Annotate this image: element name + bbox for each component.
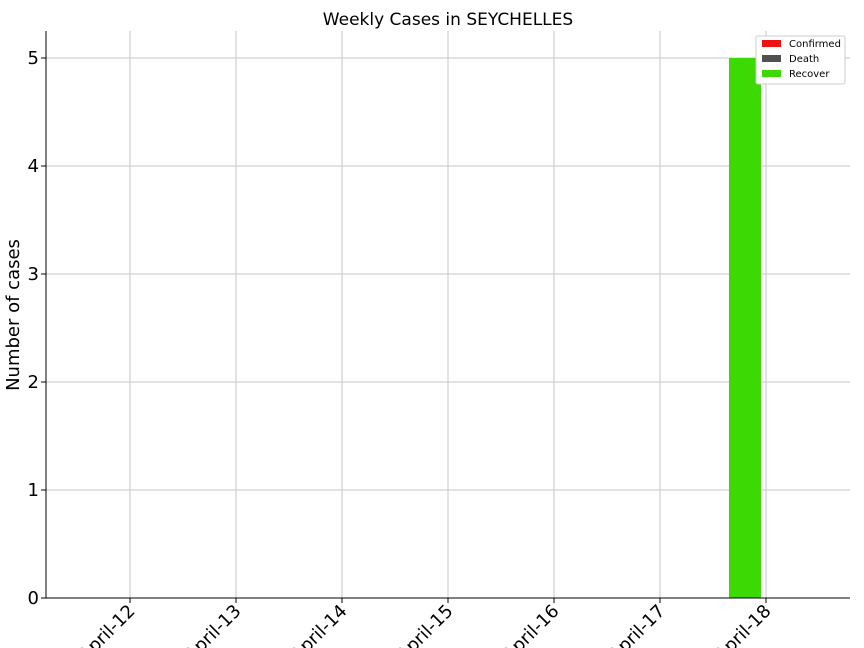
x-ticks: April-12 April-13 April-14 April-15 April-16… [75,598,776,648]
grid-lines [46,31,850,598]
y-tick-label: 1 [28,480,39,501]
x-tick-label: April-13 [181,601,246,648]
y-tick-label: 2 [28,372,39,393]
bar-recover-april-17 [729,58,761,598]
legend-label-death: Death [789,54,819,65]
x-tick-label: April-12 [75,601,140,648]
y-tick-label: 3 [28,264,39,285]
y-axis-label: Number of cases [3,239,24,391]
x-tick-label: April-17 [605,601,670,648]
legend: Confirmed Death Recover [755,35,846,85]
x-tick-label: April-15 [393,601,458,648]
legend-swatch-death [762,55,781,62]
x-tick-label: April-18 [711,601,776,648]
legend-swatch-confirmed [762,40,781,47]
bars [729,58,761,598]
x-tick-label: April-16 [499,601,564,648]
x-tick-label: April-14 [287,601,352,648]
legend-swatch-recover [762,70,781,77]
y-tick-label: 0 [28,588,39,609]
legend-label-confirmed: Confirmed [789,39,841,50]
y-tick-label: 5 [28,48,39,69]
legend-label-recover: Recover [789,69,830,80]
chart-title: Weekly Cases in SEYCHELLES [323,10,573,30]
y-tick-label: 4 [28,156,39,177]
y-ticks: 0 1 2 3 4 5 [28,48,46,609]
